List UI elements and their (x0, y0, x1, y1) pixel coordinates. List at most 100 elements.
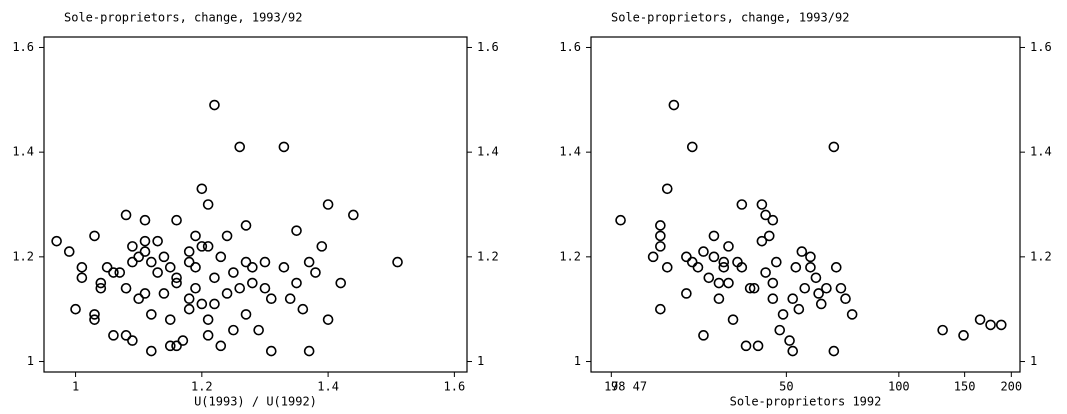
scatter-point (183, 303, 195, 315)
scatter-point (805, 262, 816, 273)
scatter-point (89, 230, 100, 242)
scatter-point (303, 345, 315, 357)
plot-frame (590, 36, 1021, 373)
scatter-point (821, 282, 832, 294)
scatter-point (790, 262, 802, 273)
scatter-point (101, 262, 113, 273)
scatter-point (752, 340, 764, 352)
scatter-point (748, 282, 760, 294)
y-tick-label-right: 1.4 (1030, 145, 1052, 159)
scatter-point (95, 277, 107, 289)
scatter-point (763, 230, 775, 242)
scatter-point (718, 256, 730, 268)
scatter-point (171, 272, 182, 284)
scatter-point (221, 230, 233, 242)
y-tick-label: 1.4 (12, 145, 34, 159)
scatter-point (183, 293, 195, 305)
scatter-point (774, 324, 786, 336)
scatter-point (76, 272, 88, 284)
scatter-point (756, 199, 768, 210)
x-tick-label: 100 (888, 380, 910, 394)
scatter-point (668, 99, 680, 111)
scatter-point (240, 220, 252, 231)
scatter-point (253, 324, 264, 336)
scatter-point (835, 282, 847, 294)
scatter-point (202, 314, 214, 325)
scatter-point (303, 256, 315, 268)
scatter-point (760, 267, 771, 278)
scatter-point (760, 209, 771, 221)
scatter-point (615, 214, 626, 226)
scatter-point (127, 256, 138, 268)
scatter-point (723, 277, 734, 289)
scatter-point (139, 246, 151, 257)
scatter-point (708, 251, 720, 263)
scatter-point (190, 262, 201, 273)
scatter-point (183, 256, 195, 268)
x-axis-label: Sole-proprietors 1992 (730, 395, 882, 409)
y-tick-label: 1 (574, 354, 581, 368)
scatter-point (291, 225, 302, 236)
scatter-point (171, 340, 182, 352)
y-tick-label: 1 (27, 354, 34, 368)
scatter-point (152, 267, 163, 278)
scatter-point (133, 251, 145, 263)
scatter-point (152, 235, 163, 247)
scatter-point (221, 288, 233, 299)
scatter-point (284, 293, 296, 305)
scatter-point (120, 330, 132, 341)
scatter-point (164, 262, 176, 273)
scatter-point (840, 293, 851, 305)
scatter-point (335, 277, 347, 289)
scatter-point (698, 330, 709, 341)
scatter-point (815, 298, 827, 310)
scatter-point (767, 277, 779, 289)
x-axis-label: U(1993) / U(1992) (194, 395, 317, 409)
scatter-point (291, 277, 302, 289)
scatter-point (209, 298, 220, 310)
scatter-point (190, 230, 201, 242)
scatter-point (89, 309, 100, 320)
scatter-point (228, 267, 239, 278)
scatter-point (787, 293, 799, 305)
scatter-point (756, 235, 768, 247)
y-tick-label: 1.4 (559, 145, 581, 159)
scatter-point (196, 298, 208, 310)
scatter-point (736, 262, 748, 273)
scatter-point (799, 282, 811, 294)
scatter-point (114, 267, 126, 278)
scatter-point (108, 267, 119, 278)
y-tick-label-right: 1.2 (477, 249, 499, 263)
y-tick-label-right: 1.4 (477, 145, 499, 159)
scatter-point (813, 288, 824, 299)
scatter-point (718, 262, 730, 273)
scatter-point (215, 251, 227, 263)
scatter-point (655, 303, 666, 315)
scatter-point (209, 99, 220, 111)
scatter-point (139, 235, 151, 247)
scatter-point (234, 141, 246, 153)
x-tick-label: 150 (954, 380, 976, 394)
y-tick-label-right: 1.6 (1030, 40, 1052, 54)
y-tick-label: 1.6 (12, 40, 34, 54)
scatter-point (692, 262, 704, 273)
scatter-point (158, 251, 170, 263)
scatter-point (787, 345, 799, 357)
y-tick-label: 1.6 (559, 40, 581, 54)
scatter-point (196, 183, 208, 195)
scatter-point (348, 209, 359, 221)
scatter-point (958, 330, 969, 341)
scatter-point (196, 241, 208, 252)
x-tick-label: 17 (604, 380, 618, 394)
scatter-point (777, 309, 789, 320)
scatter-point (796, 246, 808, 257)
scatter-point (259, 282, 271, 294)
scatter-point (209, 272, 220, 284)
scatter-point (828, 141, 840, 153)
scatter-point (247, 277, 258, 289)
scatter-point (767, 293, 779, 305)
scatter-point (70, 303, 81, 315)
scatter-point (297, 303, 309, 315)
x-tick-label: 1.6 (444, 380, 466, 394)
